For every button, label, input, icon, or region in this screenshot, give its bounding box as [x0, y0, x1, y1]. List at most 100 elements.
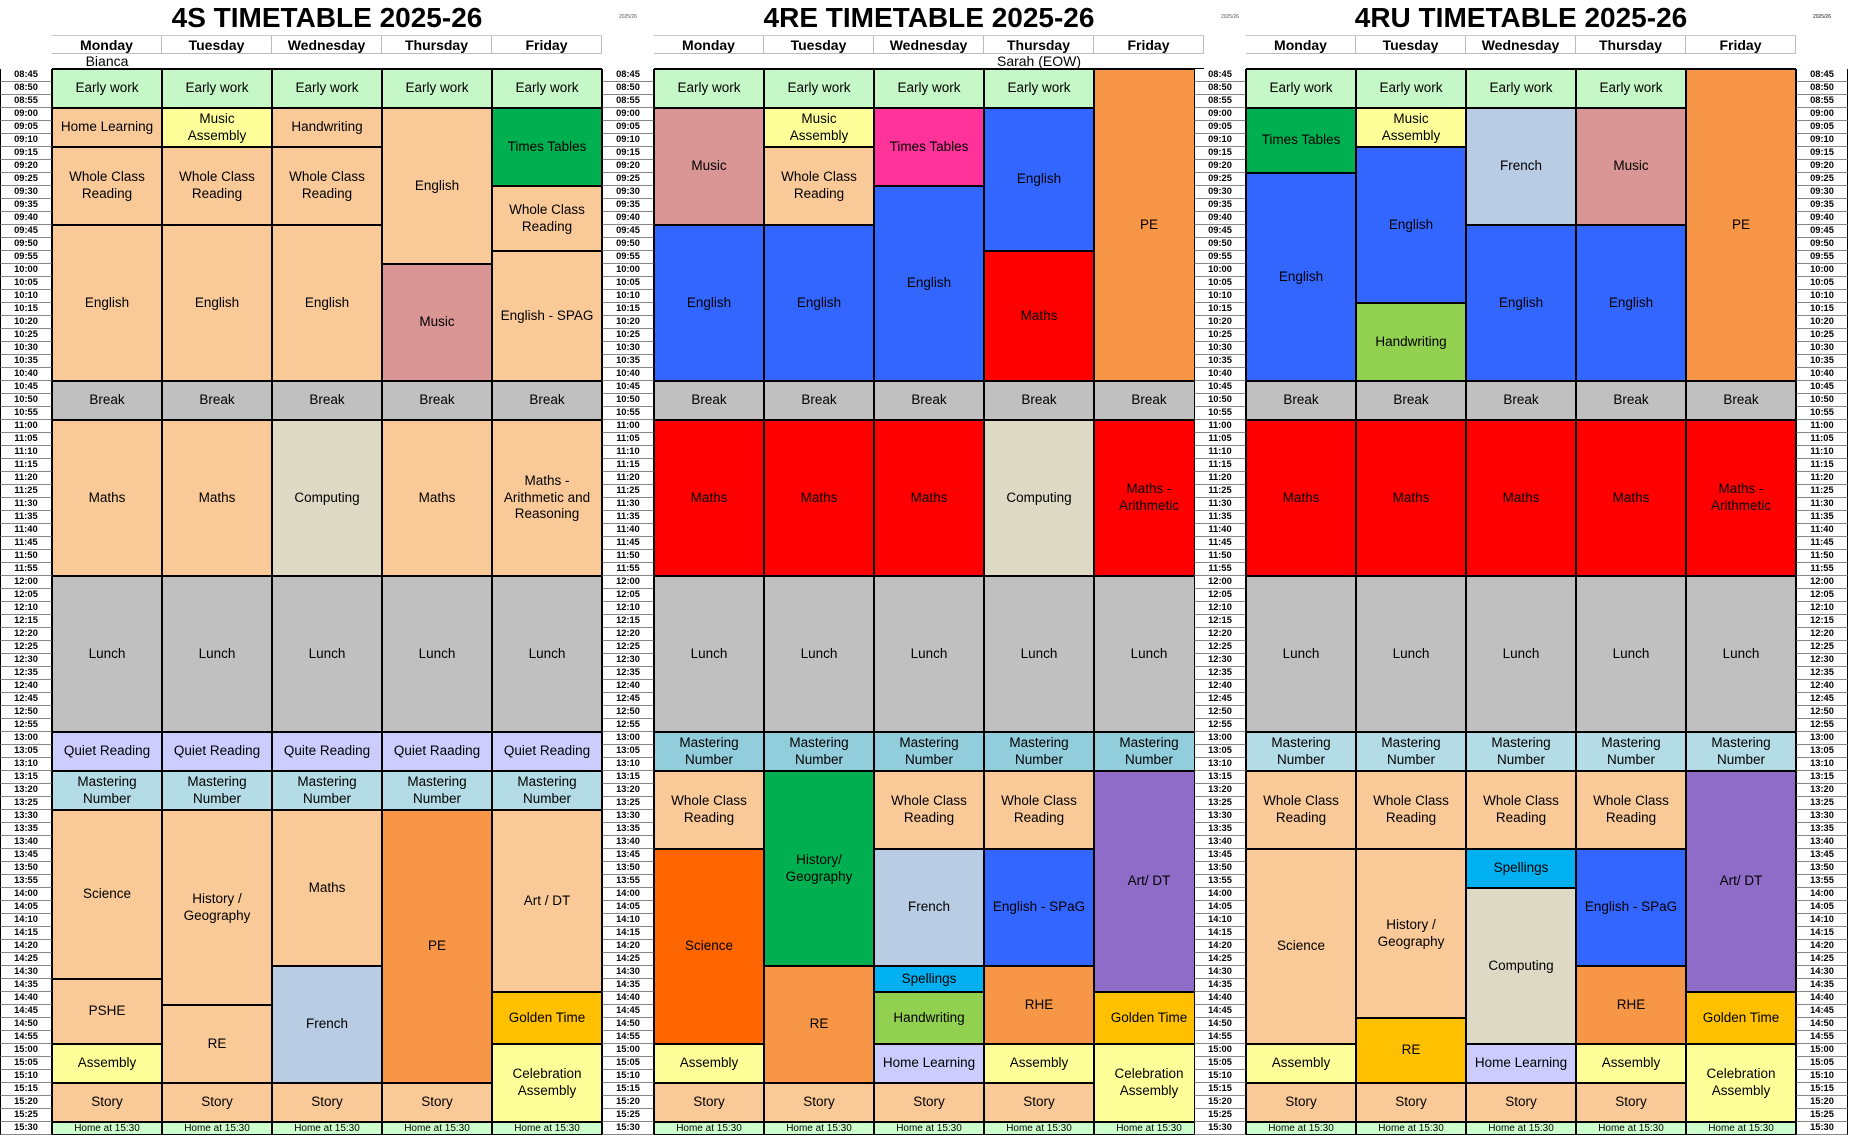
lesson-lunch[interactable]: Lunch — [382, 576, 492, 732]
lesson-mastering-number[interactable]: Mastering Number — [764, 732, 874, 771]
lesson-story[interactable]: Story — [764, 1083, 874, 1122]
lesson-quiet-reading[interactable]: Quiet Reading — [162, 732, 272, 771]
lesson-science[interactable]: Science — [1246, 849, 1356, 1044]
lesson-mastering-number[interactable]: Mastering Number — [1356, 732, 1466, 771]
lesson-break[interactable]: Break — [1246, 381, 1356, 420]
lesson-maths[interactable]: Maths — [162, 420, 272, 576]
lesson-whole-class-reading[interactable]: Whole Class Reading — [52, 147, 162, 225]
lesson-lunch[interactable]: Lunch — [1246, 576, 1356, 732]
lesson-whole-class-reading[interactable]: Whole Class Reading — [1576, 771, 1686, 849]
lesson-spellings[interactable]: Spellings — [874, 966, 984, 992]
lesson-home-learning[interactable]: Home Learning — [52, 108, 162, 147]
lesson-story[interactable]: Story — [272, 1083, 382, 1122]
lesson-break[interactable]: Break — [1466, 381, 1576, 420]
lesson-early-work[interactable]: Early work — [382, 69, 492, 108]
lesson-spellings[interactable]: Spellings — [1466, 849, 1576, 888]
lesson-whole-class-reading[interactable]: Whole Class Reading — [492, 186, 602, 251]
lesson-whole-class-reading[interactable]: Whole Class Reading — [272, 147, 382, 225]
lesson-whole-class-reading[interactable]: Whole Class Reading — [1246, 771, 1356, 849]
lesson-break[interactable]: Break — [492, 381, 602, 420]
lesson-golden-time[interactable]: Golden Time — [1094, 992, 1204, 1044]
lesson-early-work[interactable]: Early work — [162, 69, 272, 108]
lesson-early-work[interactable]: Early work — [52, 69, 162, 108]
lesson-english[interactable]: English — [52, 225, 162, 381]
lesson-story[interactable]: Story — [382, 1083, 492, 1122]
lesson-golden-time[interactable]: Golden Time — [1686, 992, 1796, 1044]
lesson-lunch[interactable]: Lunch — [764, 576, 874, 732]
lesson-lunch[interactable]: Lunch — [162, 576, 272, 732]
lesson-quiet-reading[interactable]: Quiet Reading — [492, 732, 602, 771]
lesson-english[interactable]: English — [764, 225, 874, 381]
lesson-handwriting[interactable]: Handwriting — [1356, 303, 1466, 381]
lesson-early-work[interactable]: Early work — [272, 69, 382, 108]
lesson-english-spag[interactable]: English - SPaG — [1576, 849, 1686, 966]
lesson-english[interactable]: English — [1466, 225, 1576, 381]
lesson-maths[interactable]: Maths — [272, 810, 382, 966]
lesson-whole-class-reading[interactable]: Whole Class Reading — [654, 771, 764, 849]
lesson-whole-class-reading[interactable]: Whole Class Reading — [874, 771, 984, 849]
lesson-english[interactable]: English — [984, 108, 1094, 251]
lesson-home-learning[interactable]: Home Learning — [874, 1044, 984, 1083]
lesson-whole-class-reading[interactable]: Whole Class Reading — [1356, 771, 1466, 849]
lesson-celebration-assembly[interactable]: Celebration Assembly — [1094, 1044, 1204, 1122]
lesson-music[interactable]: Music — [1576, 108, 1686, 225]
lesson-maths-arithmetic-and-reasoning[interactable]: Maths - Arithmetic and Reasoning — [492, 420, 602, 576]
lesson-whole-class-reading[interactable]: Whole Class Reading — [984, 771, 1094, 849]
lesson-break[interactable]: Break — [52, 381, 162, 420]
lesson-lunch[interactable]: Lunch — [874, 576, 984, 732]
lesson-mastering-number[interactable]: Mastering Number — [874, 732, 984, 771]
lesson-computing[interactable]: Computing — [272, 420, 382, 576]
lesson-mastering-number[interactable]: Mastering Number — [382, 771, 492, 810]
lesson-pshe[interactable]: PSHE — [52, 979, 162, 1044]
lesson-english[interactable]: English — [382, 108, 492, 264]
lesson-mastering-number[interactable]: Mastering Number — [492, 771, 602, 810]
lesson-break[interactable]: Break — [874, 381, 984, 420]
lesson-mastering-number[interactable]: Mastering Number — [1576, 732, 1686, 771]
lesson-break[interactable]: Break — [1686, 381, 1796, 420]
lesson-break[interactable]: Break — [654, 381, 764, 420]
lesson-mastering-number[interactable]: Mastering Number — [1466, 732, 1576, 771]
lesson-early-work[interactable]: Early work — [1356, 69, 1466, 108]
lesson-maths[interactable]: Maths — [1466, 420, 1576, 576]
lesson-french[interactable]: French — [874, 849, 984, 966]
lesson-music-assembly[interactable]: Music Assembly — [1356, 108, 1466, 147]
lesson-lunch[interactable]: Lunch — [654, 576, 764, 732]
lesson-lunch[interactable]: Lunch — [52, 576, 162, 732]
lesson-times-tables[interactable]: Times Tables — [874, 108, 984, 186]
lesson-maths[interactable]: Maths — [1356, 420, 1466, 576]
lesson-quiet-reading[interactable]: Quiet Reading — [52, 732, 162, 771]
lesson-french[interactable]: French — [1466, 108, 1576, 225]
lesson-lunch[interactable]: Lunch — [272, 576, 382, 732]
lesson-maths[interactable]: Maths — [874, 420, 984, 576]
lesson-assembly[interactable]: Assembly — [52, 1044, 162, 1083]
lesson-history-geography[interactable]: History / Geography — [1356, 849, 1466, 1018]
lesson-history-geography[interactable]: History / Geography — [162, 810, 272, 1005]
lesson-story[interactable]: Story — [874, 1083, 984, 1122]
lesson-mastering-number[interactable]: Mastering Number — [1246, 732, 1356, 771]
lesson-pe[interactable]: PE — [1094, 69, 1204, 381]
lesson-re[interactable]: RE — [1356, 1018, 1466, 1083]
lesson-re[interactable]: RE — [162, 1005, 272, 1083]
lesson-maths[interactable]: Maths — [382, 420, 492, 576]
lesson-lunch[interactable]: Lunch — [1466, 576, 1576, 732]
lesson-science[interactable]: Science — [654, 849, 764, 1044]
lesson-re[interactable]: RE — [764, 966, 874, 1083]
lesson-music[interactable]: Music — [382, 264, 492, 381]
lesson-early-work[interactable]: Early work — [984, 69, 1094, 108]
lesson-maths-arithmetic[interactable]: Maths - Arithmetic — [1094, 420, 1204, 576]
lesson-maths[interactable]: Maths — [1246, 420, 1356, 576]
lesson-maths[interactable]: Maths — [764, 420, 874, 576]
lesson-story[interactable]: Story — [1576, 1083, 1686, 1122]
lesson-story[interactable]: Story — [52, 1083, 162, 1122]
lesson-early-work[interactable]: Early work — [654, 69, 764, 108]
lesson-english[interactable]: English — [874, 186, 984, 381]
lesson-assembly[interactable]: Assembly — [654, 1044, 764, 1083]
lesson-maths[interactable]: Maths — [654, 420, 764, 576]
lesson-english[interactable]: English — [654, 225, 764, 381]
lesson-whole-class-reading[interactable]: Whole Class Reading — [764, 147, 874, 225]
lesson-mastering-number[interactable]: Mastering Number — [52, 771, 162, 810]
lesson-golden-time[interactable]: Golden Time — [492, 992, 602, 1044]
lesson-break[interactable]: Break — [1576, 381, 1686, 420]
lesson-maths[interactable]: Maths — [1576, 420, 1686, 576]
lesson-computing[interactable]: Computing — [984, 420, 1094, 576]
